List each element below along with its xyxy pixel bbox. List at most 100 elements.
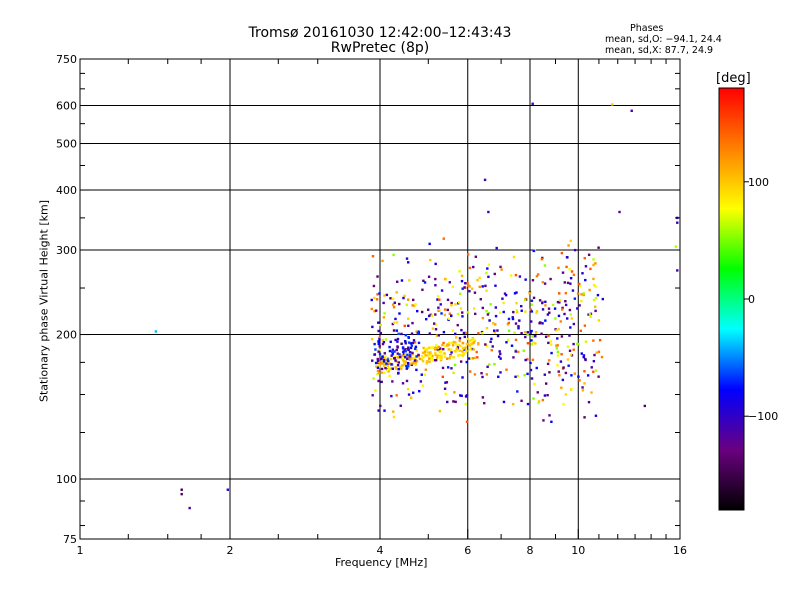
colorbar-tick-label: 100 <box>748 176 769 189</box>
data-point <box>543 282 547 285</box>
data-point <box>464 346 467 349</box>
data-point <box>590 366 593 369</box>
data-point <box>408 279 411 282</box>
data-point <box>499 352 502 356</box>
x-tick-label: 4 <box>377 544 384 557</box>
data-point <box>555 347 559 350</box>
grid <box>80 59 680 539</box>
data-point <box>450 367 453 370</box>
data-point <box>532 397 535 400</box>
data-point <box>446 400 449 404</box>
data-point <box>457 343 460 347</box>
data-point <box>451 344 455 347</box>
data-point <box>391 297 395 301</box>
data-point <box>411 298 415 302</box>
data-point <box>548 371 551 374</box>
data-point <box>411 304 414 307</box>
x-axis: 1 2 4 6 8 10 16 <box>77 59 687 557</box>
data-point <box>392 410 395 413</box>
data-point <box>511 316 514 319</box>
data-point <box>600 355 604 359</box>
data-point <box>433 346 437 350</box>
data-point <box>390 354 393 357</box>
data-point <box>502 310 505 314</box>
data-point <box>406 355 410 359</box>
data-point <box>522 349 525 352</box>
data-point <box>373 296 376 300</box>
data-point <box>494 306 498 309</box>
data-point <box>380 380 383 384</box>
data-point <box>505 341 508 344</box>
data-point <box>484 343 487 346</box>
data-point <box>419 380 423 383</box>
data-point <box>529 308 533 311</box>
data-point <box>380 371 384 374</box>
data-point <box>417 341 421 345</box>
data-point <box>376 293 379 296</box>
data-point <box>566 317 569 320</box>
data-point <box>481 316 485 320</box>
data-point <box>429 354 432 357</box>
data-point <box>516 374 520 378</box>
data-point <box>411 353 414 357</box>
data-point <box>385 362 388 365</box>
chart-subtitle: RwPretec (8p) <box>330 40 430 56</box>
data-point <box>396 280 399 283</box>
x-tick-label: 10 <box>571 544 585 557</box>
data-point <box>434 352 437 355</box>
data-point <box>507 329 511 332</box>
data-point <box>411 351 414 355</box>
data-point <box>547 307 551 310</box>
data-point <box>379 331 383 335</box>
data-point <box>594 309 597 313</box>
data-point <box>407 317 410 320</box>
data-point <box>594 369 598 372</box>
data-point <box>391 352 395 355</box>
data-point <box>535 275 539 278</box>
data-point <box>467 284 470 287</box>
data-point <box>548 311 551 314</box>
data-point <box>458 339 461 343</box>
data-point <box>396 356 399 359</box>
data-point <box>371 359 374 362</box>
data-point <box>567 364 570 367</box>
data-point <box>546 313 550 316</box>
data-point <box>400 367 403 371</box>
data-point <box>377 329 380 333</box>
data-point <box>409 346 413 350</box>
data-point <box>550 420 553 423</box>
data-point <box>494 323 497 326</box>
data-point <box>468 289 471 293</box>
data-point <box>481 285 484 288</box>
data-point <box>393 355 397 358</box>
data-point <box>444 381 447 384</box>
data-point <box>414 303 417 306</box>
data-point <box>403 362 406 365</box>
data-point <box>542 419 545 422</box>
data-point <box>569 313 572 316</box>
data-point <box>496 334 500 338</box>
data-point <box>543 264 547 267</box>
data-point <box>557 370 560 373</box>
data-point <box>590 391 593 394</box>
data-point <box>455 347 459 351</box>
data-point <box>486 365 489 369</box>
data-point <box>494 314 498 318</box>
data-point <box>584 340 588 343</box>
data-point <box>530 310 534 313</box>
data-point <box>569 282 572 285</box>
data-point <box>394 317 397 321</box>
data-point <box>391 380 394 383</box>
data-point <box>517 327 520 330</box>
colorbar: 100 0 −100 <box>718 87 778 511</box>
data-point <box>514 350 517 353</box>
data-point <box>531 335 534 338</box>
data-points <box>154 102 679 510</box>
data-point <box>474 312 477 316</box>
data-point <box>441 375 445 379</box>
data-point <box>544 300 547 304</box>
data-point <box>402 360 406 363</box>
colorbar-tick-label: −100 <box>748 410 778 423</box>
data-point <box>583 382 586 385</box>
data-point <box>560 353 563 356</box>
